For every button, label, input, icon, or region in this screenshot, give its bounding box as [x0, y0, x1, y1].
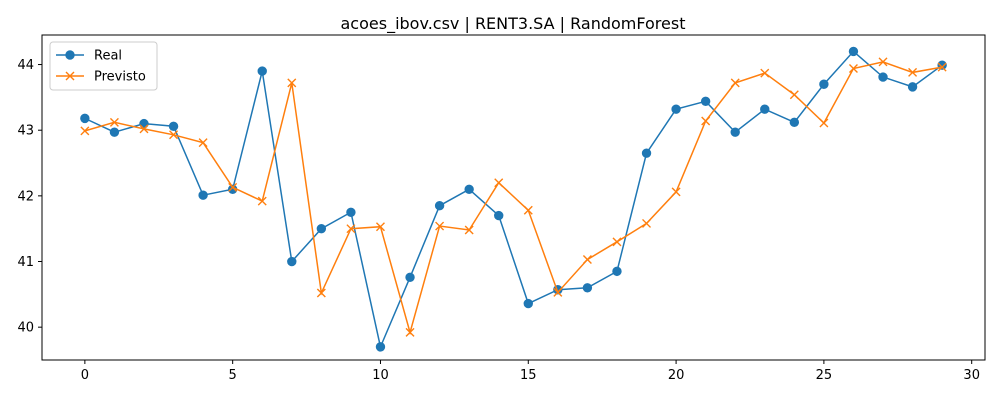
y-tick-label: 40: [17, 321, 34, 336]
data-point-real: [730, 127, 740, 137]
data-point-previsto: [464, 225, 474, 235]
data-point-real: [375, 342, 386, 352]
data-point-real: [819, 79, 829, 89]
data-point-previsto: [848, 63, 858, 73]
legend-label: Previsto: [94, 70, 146, 85]
data-point-previsto: [730, 78, 740, 88]
data-point-previsto: [139, 124, 149, 134]
data-point-real: [907, 82, 918, 92]
data-point-previsto: [642, 218, 652, 228]
data-point-previsto: [908, 67, 918, 77]
series-previsto: [80, 57, 947, 337]
data-point-previsto: [760, 68, 770, 78]
data-point-previsto: [523, 205, 533, 215]
data-point-real: [198, 190, 208, 200]
data-point-real: [257, 66, 267, 76]
data-point-real: [760, 104, 770, 114]
data-point-previsto: [169, 130, 179, 140]
data-point-real: [287, 256, 297, 267]
data-point-real: [582, 283, 593, 293]
data-point-real: [848, 46, 859, 57]
data-point-previsto: [287, 78, 297, 88]
data-point-previsto: [494, 178, 504, 188]
data-point-real: [346, 207, 356, 217]
data-point-previsto: [316, 288, 326, 298]
series-real: [80, 46, 947, 352]
x-tick-label: 15: [520, 368, 537, 383]
data-point-previsto: [819, 118, 829, 128]
x-tick-label: 30: [963, 368, 980, 383]
data-point-previsto: [937, 62, 947, 72]
legend-item-real: Real: [56, 49, 122, 64]
legend-item-previsto: Previsto: [56, 70, 146, 85]
data-point-real: [878, 72, 888, 82]
data-point-real: [671, 104, 681, 114]
data-point-previsto: [701, 116, 711, 126]
data-point-previsto: [257, 196, 267, 206]
chart-title: acoes_ibov.csv | RENT3.SA | RandomForest: [341, 14, 686, 34]
data-point-real: [316, 223, 327, 234]
x-tick-label: 5: [229, 368, 237, 383]
data-point-real: [612, 266, 622, 277]
legend-marker: [65, 50, 75, 60]
data-point-real: [139, 118, 149, 129]
data-point-real: [523, 298, 533, 309]
data-point-real: [789, 117, 800, 128]
data-point-previsto: [435, 221, 445, 231]
data-point-real: [405, 272, 415, 282]
x-tick-label: 20: [668, 368, 685, 383]
data-point-previsto: [671, 187, 681, 197]
data-point-real: [641, 148, 652, 158]
data-point-real: [464, 184, 474, 194]
data-point-previsto: [375, 222, 385, 232]
series-layer: [80, 46, 947, 352]
legend-marker: [65, 71, 75, 81]
series-line-real: [84, 50, 943, 350]
series-line-previsto: [84, 61, 943, 336]
y-tick-label: 43: [17, 124, 34, 139]
y-tick-label: 44: [17, 58, 34, 73]
data-point-previsto: [612, 237, 622, 247]
data-point-real: [109, 127, 120, 137]
data-point-real: [494, 210, 504, 221]
data-point-previsto: [789, 90, 799, 100]
x-tick-label: 25: [816, 368, 833, 383]
y-tick-label: 42: [17, 189, 34, 204]
data-point-real: [80, 113, 90, 124]
x-tick-label: 10: [372, 368, 389, 383]
legend: Real Previsto: [49, 41, 158, 91]
data-point-previsto: [109, 117, 119, 127]
x-tick-label: 0: [81, 368, 89, 383]
data-point-previsto: [582, 255, 592, 265]
data-point-previsto: [80, 126, 90, 136]
data-point-real: [434, 201, 445, 211]
axes-layer: 0 5 10 15 20 25 30 40 41 42 43 44: [17, 58, 980, 383]
data-point-previsto: [346, 224, 356, 234]
data-point-previsto: [553, 287, 563, 297]
data-point-real: [168, 121, 179, 131]
legend-box: [49, 41, 158, 91]
data-point-previsto: [405, 327, 415, 337]
plot-frame: [41, 34, 986, 361]
data-point-previsto: [228, 182, 238, 192]
legend-label: Real: [94, 49, 122, 64]
data-point-previsto: [878, 57, 888, 67]
y-tick-label: 41: [17, 255, 34, 270]
data-point-real: [700, 96, 711, 107]
data-point-previsto: [198, 138, 208, 148]
